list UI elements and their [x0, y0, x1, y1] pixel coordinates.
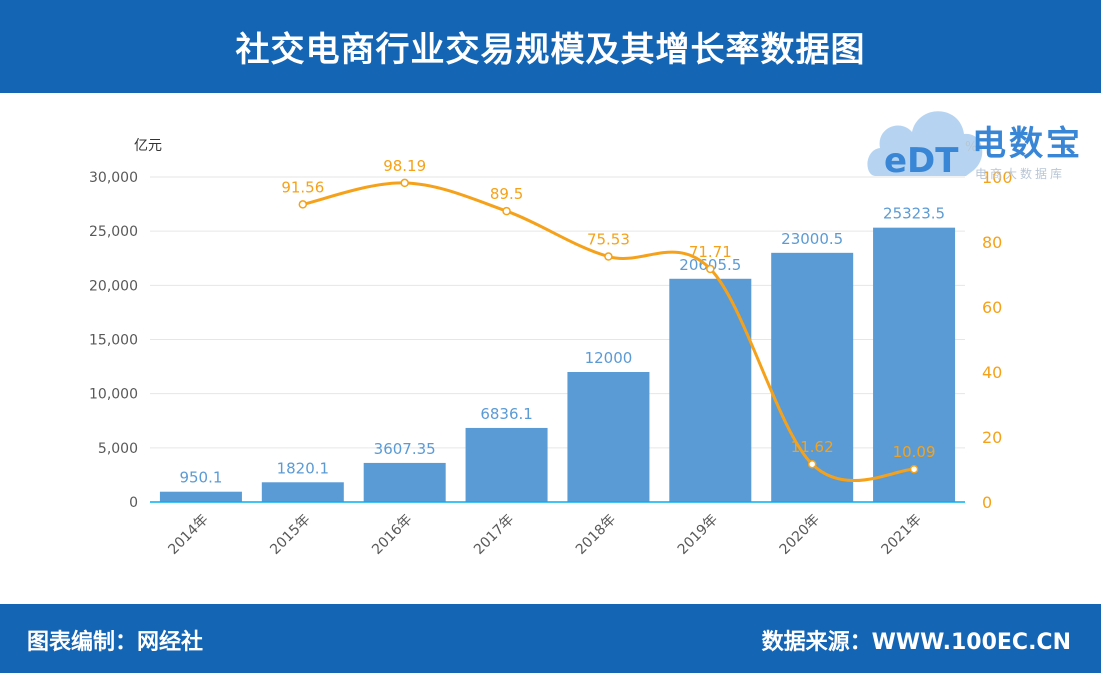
- x-tick-label: 2016年: [369, 512, 415, 558]
- bar-value-label: 3607.35: [374, 440, 436, 458]
- growth-rate-point: [909, 464, 919, 474]
- y-tick-label: 0: [129, 495, 138, 511]
- bar: [465, 427, 548, 502]
- logo-text: 电数宝: [972, 124, 1083, 164]
- x-tick-label: 2018年: [573, 512, 619, 558]
- y-tick-label: 20,000: [89, 278, 138, 294]
- chart-title: 社交电商行业交易规模及其增长率数据图: [235, 30, 866, 70]
- growth-rate-point: [706, 264, 715, 274]
- edt-logo-icon: eDT: [867, 111, 983, 181]
- y2-tick-label: 20: [982, 428, 1002, 447]
- growth-rate-point: [400, 178, 409, 188]
- growth-rate-point: [807, 459, 817, 469]
- y2-tick-label: 80: [982, 233, 1002, 252]
- combo-chart: 0 5,000 10,000 15,000 20,000 25,000 30,000 0 20 4…: [89, 138, 1013, 558]
- y2-tick-label: 60: [982, 298, 1002, 317]
- chart-title-banner: 社交电商行业交易规模及其增长率数据图: [0, 0, 1101, 93]
- growth-rate-label: 89.5: [490, 185, 523, 203]
- growth-rate-label: 75.53: [587, 231, 630, 249]
- bar-value-label: 1820.1: [277, 459, 330, 477]
- bar: [669, 278, 752, 502]
- y2-tick-label: 40: [982, 363, 1002, 382]
- footer-source: 数据来源：WWW.100EC.CN: [761, 630, 1071, 655]
- bar-value-label: 25323.5: [883, 205, 945, 223]
- bar: [567, 372, 650, 502]
- bar: [363, 462, 446, 502]
- y-tick-label: 25,000: [89, 224, 138, 240]
- y-axis-label: 亿元: [134, 138, 162, 154]
- growth-rate-label: 91.56: [281, 178, 324, 196]
- x-tick-label: 2020年: [777, 512, 823, 558]
- bar-value-label: 6836.1: [480, 405, 533, 423]
- bar: [159, 491, 242, 502]
- y-tick-label: 30,000: [89, 170, 138, 186]
- x-tick-label: 2019年: [675, 512, 721, 558]
- bar-value-label: 23000.5: [781, 230, 843, 248]
- x-tick-label: 2015年: [267, 512, 313, 558]
- bar: [873, 227, 956, 502]
- x-tick-label: 2017年: [471, 512, 517, 558]
- growth-rate-label: 11.62: [791, 438, 834, 456]
- growth-rate-label: 98.19: [383, 157, 426, 175]
- growth-rate-label: 71.71: [689, 243, 732, 261]
- bar: [261, 482, 344, 502]
- y2-tick-label: 0: [982, 493, 992, 512]
- footer-banner: 图表编制：网经社 数据来源：WWW.100EC.CN: [0, 604, 1101, 673]
- bar-value-label: 950.1: [179, 469, 222, 487]
- logo-subtitle: 电商大数据库: [975, 167, 1066, 181]
- growth-rate-point: [502, 206, 511, 216]
- growth-rate-point: [604, 252, 613, 261]
- y-tick-label: 5,000: [98, 441, 138, 457]
- logo-badge: eDT: [884, 141, 959, 181]
- x-tick-label: 2021年: [878, 512, 924, 558]
- bar-value-label: 12000: [585, 349, 633, 367]
- footer-credit: 图表编制：网经社: [27, 630, 204, 655]
- y-tick-label: 10,000: [89, 387, 138, 403]
- y-tick-label: 15,000: [89, 333, 138, 349]
- growth-rate-point: [298, 200, 308, 209]
- growth-rate-label: 10.09: [893, 443, 936, 461]
- y2-tick-label: 100: [982, 168, 1013, 187]
- x-tick-label: 2014年: [165, 512, 211, 558]
